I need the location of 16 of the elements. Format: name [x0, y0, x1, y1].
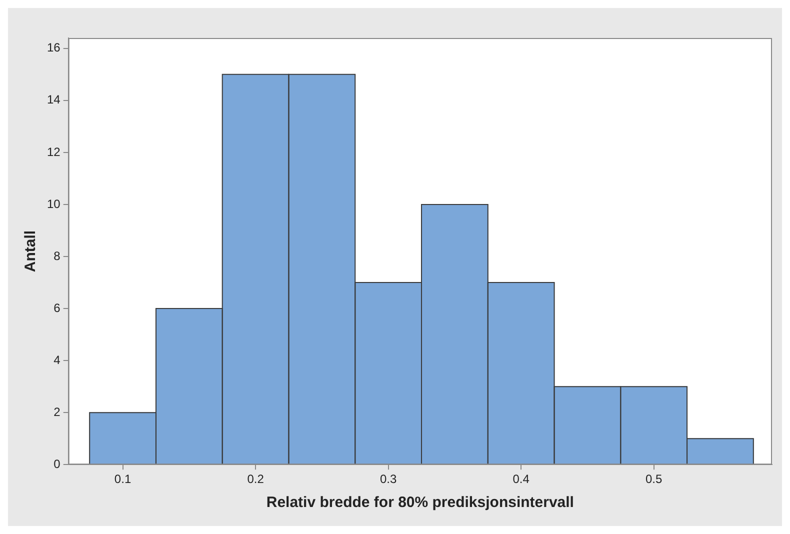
y-tick-label: 12 [46, 144, 61, 159]
y-tick-label: 16 [46, 40, 61, 55]
x-tick-label: 0.1 [114, 472, 132, 486]
x-axis-title: Relativ bredde for 80% prediksjonsintervall [266, 494, 574, 512]
y-axis-title: Antall [22, 230, 40, 272]
x-tick-label: 0.3 [380, 472, 397, 486]
y-tick-label: 2 [54, 404, 61, 419]
y-tick-label: 14 [46, 92, 61, 107]
x-tick-label: 0.2 [247, 472, 264, 486]
y-tick-label: 8 [54, 248, 61, 263]
y-tick-label: 6 [54, 300, 61, 315]
x-tick-label: 0.5 [645, 472, 663, 486]
y-tick-label: 4 [54, 352, 61, 367]
x-tick-label: 0.4 [512, 472, 530, 486]
y-tick-label: 10 [46, 196, 61, 211]
y-tick-label: 0 [54, 456, 61, 471]
